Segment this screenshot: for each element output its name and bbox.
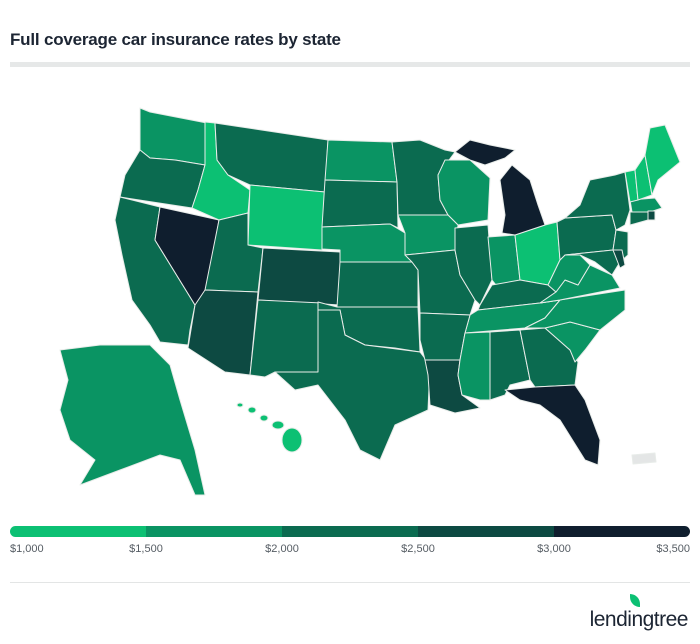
- state-nc: [524, 289, 626, 331]
- state-ak: [59, 344, 206, 496]
- state-shape: [454, 224, 493, 306]
- chart-title: Full coverage car insurance rates by sta…: [10, 30, 341, 49]
- state-ri: [647, 210, 656, 221]
- state-shape: [629, 211, 649, 226]
- legend-bin-2000-2500: [282, 526, 418, 537]
- state-shape: [324, 139, 398, 183]
- state-hi: [236, 402, 303, 453]
- state-nm: [249, 299, 323, 378]
- state-ct: [629, 211, 649, 226]
- state-wa: [139, 107, 213, 166]
- state-shape: [247, 184, 326, 251]
- state-shape: [612, 249, 626, 269]
- state-ks: [336, 261, 419, 308]
- legend-bin-1500-2000: [146, 526, 282, 537]
- state-wy: [247, 184, 326, 251]
- color-legend: [10, 526, 690, 537]
- state-shape: [59, 344, 206, 496]
- state-ms: [457, 331, 491, 401]
- state-shape: [274, 309, 431, 461]
- legend-tick: $1,500: [129, 543, 163, 555]
- state-shape: [236, 402, 244, 408]
- legend-tick: $3,500: [656, 543, 690, 555]
- state-shape: [259, 414, 269, 422]
- legend-bin-1000-1500: [10, 526, 146, 537]
- state-shape: [454, 139, 516, 166]
- legend-bin-3000-3500: [554, 526, 690, 537]
- state-shape: [524, 289, 626, 331]
- state-fl: [504, 384, 601, 466]
- state-shape: [271, 420, 285, 430]
- state-me: [644, 124, 681, 196]
- leaf-logo-icon: [630, 594, 640, 607]
- state-mi: [454, 139, 546, 236]
- state-shape: [281, 427, 303, 453]
- state-shape: [397, 214, 459, 256]
- state-shape: [647, 210, 656, 221]
- legend-tick: $1,000: [10, 543, 44, 555]
- state-ma: [629, 197, 663, 213]
- state-shape: [321, 179, 399, 229]
- legend-ticks: $1,000 $1,500 $2,000 $2,500 $3,000 $3,50…: [10, 543, 690, 557]
- state-ia: [397, 214, 459, 256]
- state-shape: [457, 331, 491, 401]
- state-tx: [274, 309, 431, 461]
- footer-divider: [10, 582, 690, 583]
- state-shape: [499, 164, 546, 236]
- state-shape: [247, 406, 257, 414]
- state-shape: [139, 107, 213, 166]
- state-shape: [187, 289, 259, 376]
- lendingtree-logo: lendingtree: [589, 608, 689, 631]
- state-az: [187, 289, 259, 376]
- state-shape: [257, 247, 341, 306]
- legend-tick: $3,000: [537, 543, 571, 555]
- legend-bin-2500-3000: [418, 526, 554, 537]
- state-shape: [504, 384, 601, 466]
- state-il: [454, 224, 493, 306]
- state-co: [257, 247, 341, 306]
- legend-tick: $2,000: [265, 543, 299, 555]
- state-sd: [321, 179, 399, 229]
- state-shape: [564, 171, 631, 231]
- state-shape: [629, 197, 663, 213]
- state-de: [612, 249, 626, 269]
- legend-tick: $2,500: [401, 543, 435, 555]
- state-shape: [336, 261, 419, 308]
- state-ny: [564, 171, 631, 231]
- state-shape: [644, 124, 681, 196]
- state-shape: [249, 299, 323, 378]
- title-divider: [10, 62, 690, 67]
- state-nd: [324, 139, 398, 183]
- territory-pr: [631, 452, 657, 465]
